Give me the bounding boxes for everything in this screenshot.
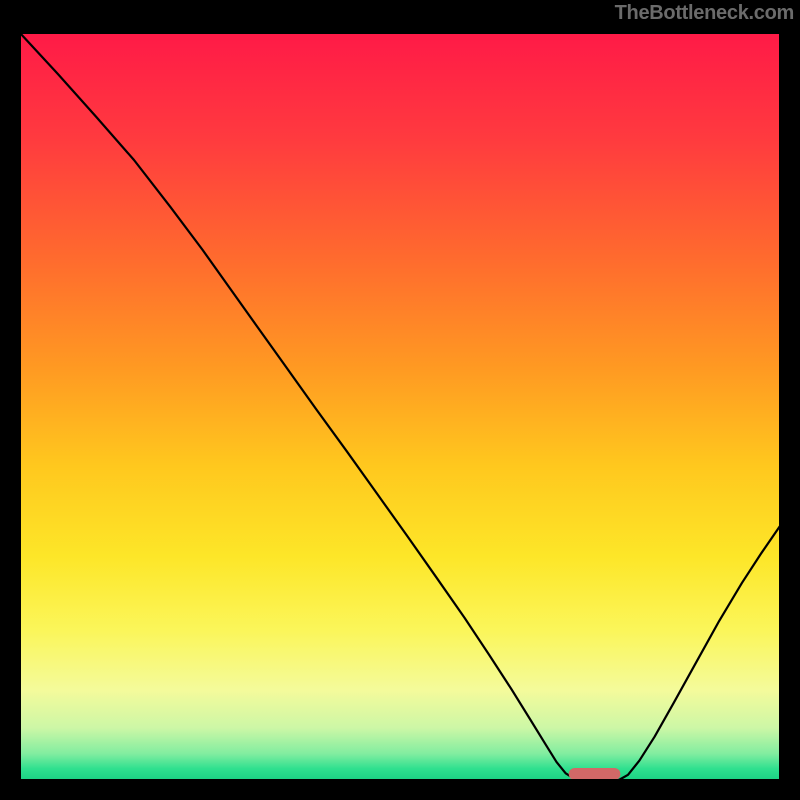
optimal-marker: [569, 768, 621, 780]
chart-container: TheBottleneck.com: [0, 0, 800, 800]
watermark-text: TheBottleneck.com: [615, 2, 794, 25]
bottleneck-chart: [0, 0, 800, 800]
gradient-background: [20, 33, 780, 780]
